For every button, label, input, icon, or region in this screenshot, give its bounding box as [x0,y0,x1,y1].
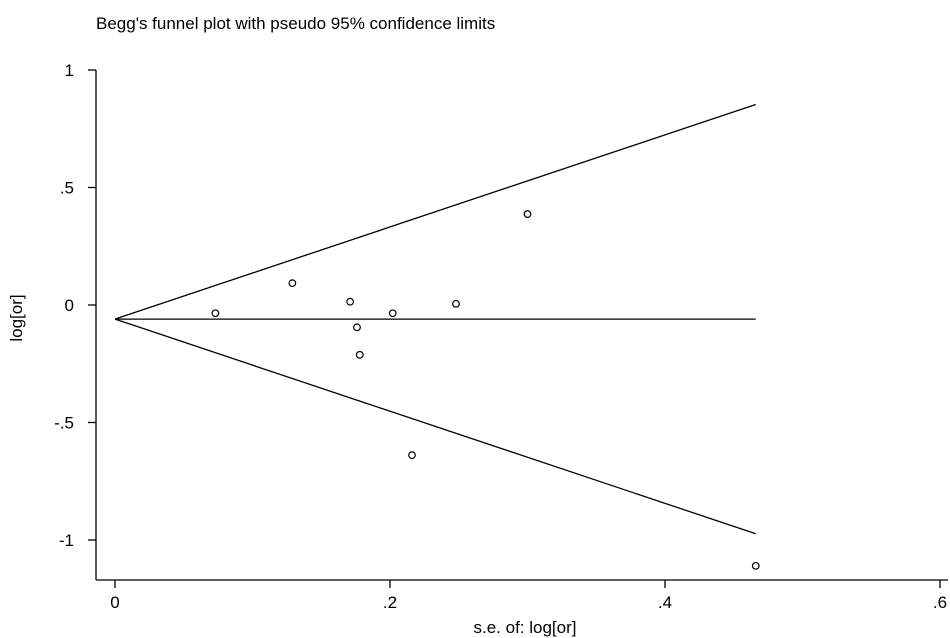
study-point [751,561,760,570]
y-axis: 1 .5 0 -.5 -1 [54,61,97,580]
lower-confidence-limit [114,318,756,535]
chart-title: Begg's funnel plot with pseudo 95% confi… [96,14,495,33]
study-point [523,210,532,218]
study-point [211,309,220,318]
funnel-lines [114,103,756,535]
y-tick-label: 0 [65,296,74,315]
study-point [388,309,397,318]
study-point [353,323,361,332]
x-tick-label: 0 [110,593,119,612]
y-axis-label: log[or] [7,294,26,341]
y-tick-label: -.5 [54,414,74,433]
x-tick-label: .6 [933,593,947,612]
x-tick-label: .2 [383,593,397,612]
study-point [408,451,416,460]
x-axis-label: s.e. of: log[or] [474,618,577,637]
upper-confidence-limit [114,103,756,320]
y-tick-label: 1 [65,61,74,80]
study-point [346,297,355,306]
study-points [211,210,760,570]
x-axis: 0 .2 .4 .6 [96,579,948,612]
x-tick-label: .4 [658,593,672,612]
study-point [355,350,364,359]
study-point [452,299,460,308]
y-tick-label: .5 [60,179,74,198]
y-tick-label: -1 [59,531,74,550]
study-point [288,279,297,288]
